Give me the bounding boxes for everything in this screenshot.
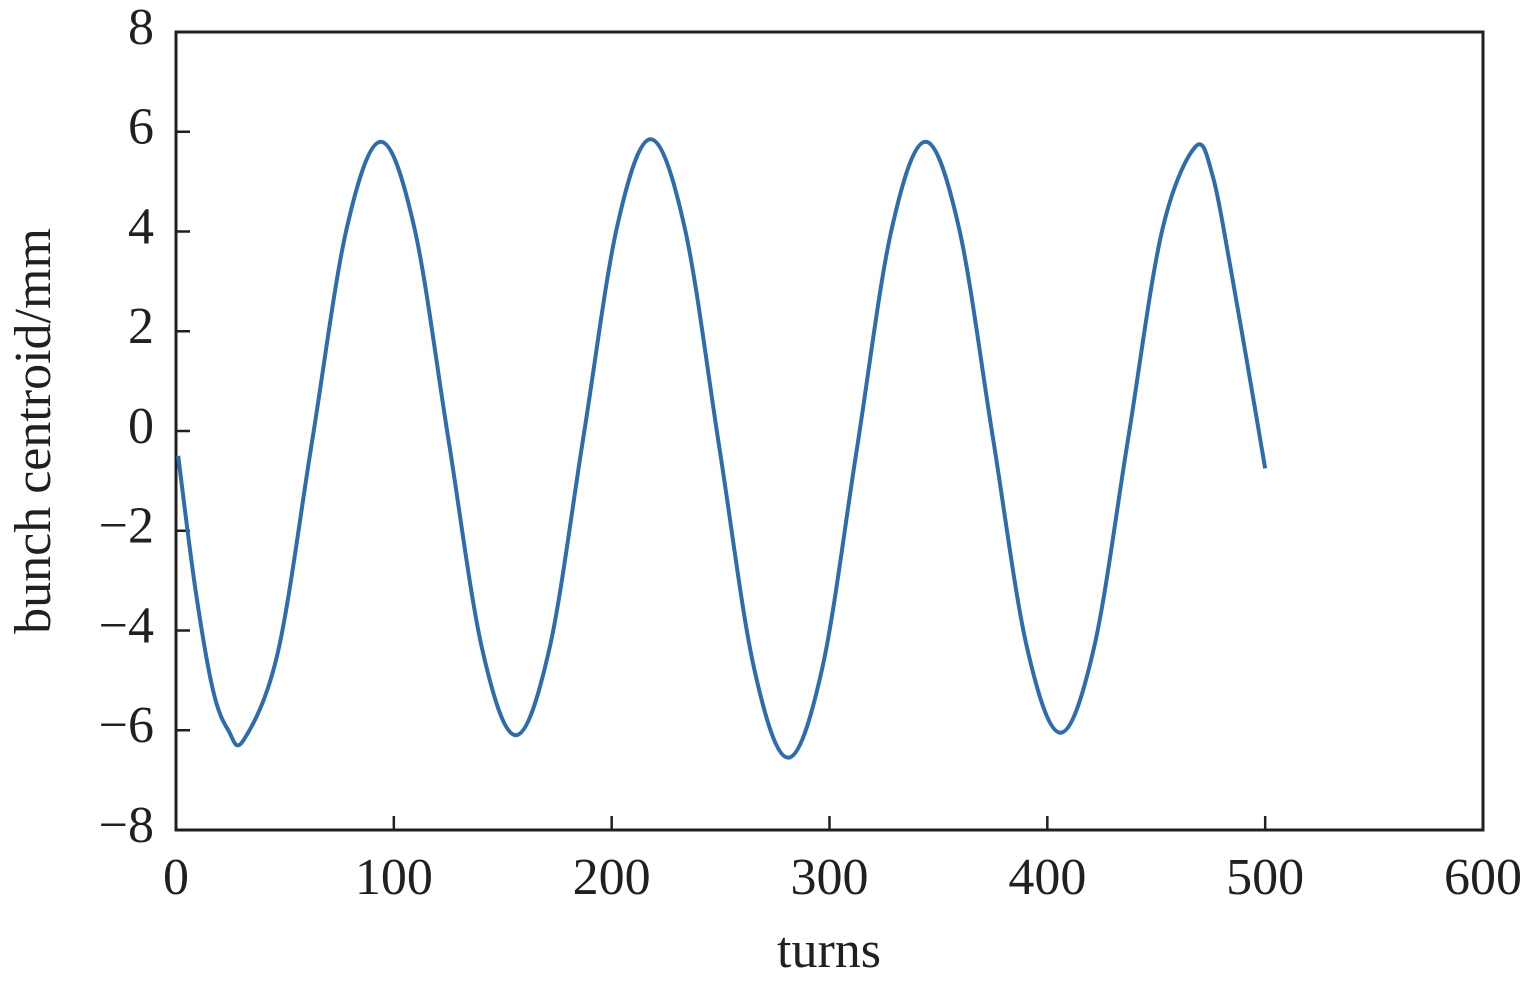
y-tick-label: 6	[128, 99, 154, 156]
x-tick-label: 200	[573, 849, 651, 906]
x-tick-label: 300	[791, 849, 869, 906]
x-tick-label: 600	[1444, 849, 1522, 906]
x-tick-label: 500	[1226, 849, 1304, 906]
y-tick-label: −4	[99, 597, 154, 654]
y-tick-label: 0	[128, 398, 154, 455]
y-tick-label: 2	[128, 298, 154, 355]
data-line	[176, 137, 1268, 760]
x-axis-label: turns	[777, 922, 881, 979]
x-tick-label: 400	[1008, 849, 1086, 906]
y-tick-label: −8	[99, 797, 154, 854]
y-tick-label: −6	[99, 697, 154, 754]
y-tick-label: 4	[128, 198, 154, 255]
y-tick-label: −2	[99, 498, 154, 555]
y-axis-label: bunch centroid/mm	[5, 228, 62, 634]
y-tick-label: 8	[128, 0, 154, 56]
x-tick-label: 100	[355, 849, 433, 906]
x-tick-label: 0	[163, 849, 189, 906]
